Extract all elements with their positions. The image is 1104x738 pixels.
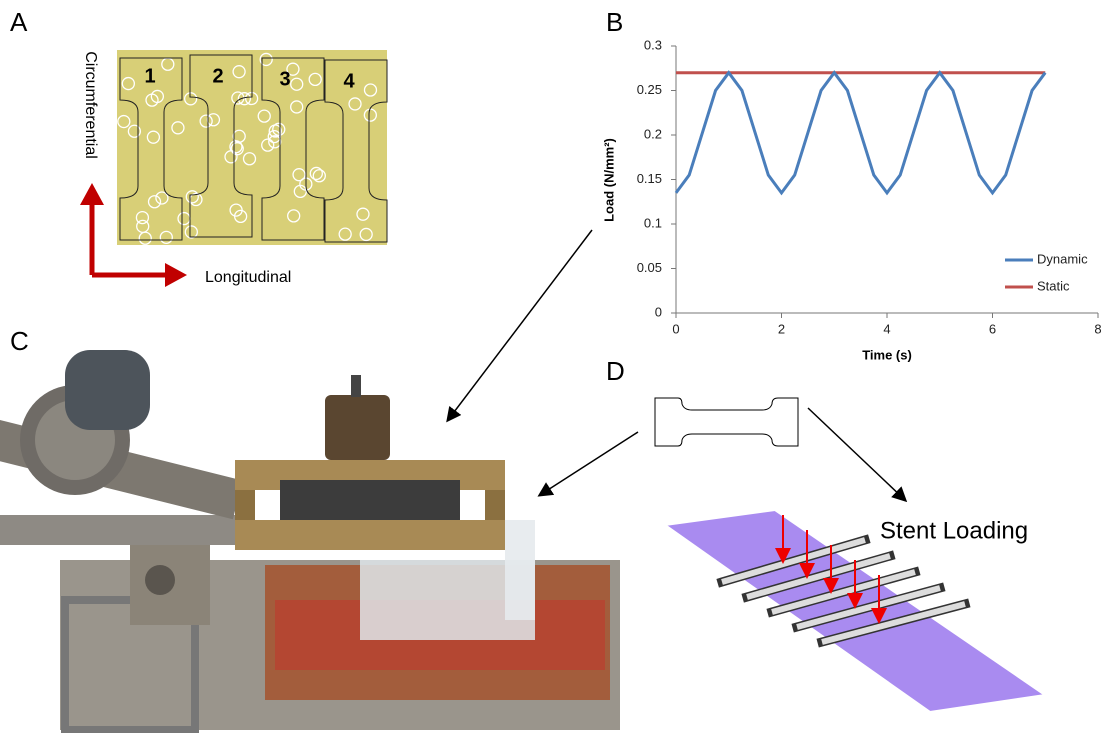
pointer-arrow — [808, 408, 905, 500]
y-tick-label: 0.3 — [644, 37, 662, 52]
x-tick-label: 2 — [778, 321, 785, 336]
specimen-number: 1 — [144, 65, 155, 87]
legend-label: Dynamic — [1037, 251, 1088, 266]
panel-label: B — [606, 7, 623, 37]
pointer-arrow — [540, 432, 638, 495]
y-axis-label: Load (N/mm²) — [601, 138, 616, 222]
test-machine-photo — [0, 350, 620, 730]
y-tick-label: 0.15 — [637, 171, 662, 186]
figure: A B C D 1 2 3 4 Circumferential Longitud… — [0, 0, 1104, 733]
chart: 0 0.05 0.1 0.15 0.2 0.25 0.3 0 2 4 6 8 Time (s) Load … — [601, 37, 1101, 362]
y-tick-label: 0.2 — [644, 126, 662, 141]
panel-label: C — [10, 326, 29, 356]
specimen-number: 4 — [343, 70, 355, 92]
pointer-arrow — [448, 230, 592, 420]
x-tick-label: 0 — [672, 321, 679, 336]
data-line — [676, 73, 1045, 193]
x-axis-label: Time (s) — [862, 347, 912, 362]
y-tick-label: 0.1 — [644, 215, 662, 230]
specimen-number: 2 — [212, 65, 223, 87]
x-tick-label: 6 — [989, 321, 996, 336]
x-tick-label: 8 — [1094, 321, 1101, 336]
legend-label: Static — [1037, 278, 1070, 293]
caption: Stent Loading — [880, 517, 1028, 544]
y-tick-label: 0.25 — [637, 82, 662, 97]
axis-label: Longitudinal — [205, 269, 291, 286]
specimen-number: 3 — [279, 68, 290, 90]
dogbone-specimen — [655, 398, 798, 446]
axis-label: Circumferential — [82, 51, 99, 159]
y-tick-label: 0 — [655, 304, 662, 319]
panel-label: A — [10, 7, 28, 37]
x-tick-label: 4 — [883, 321, 890, 336]
panel-label: D — [606, 356, 625, 386]
y-tick-label: 0.05 — [637, 260, 662, 275]
